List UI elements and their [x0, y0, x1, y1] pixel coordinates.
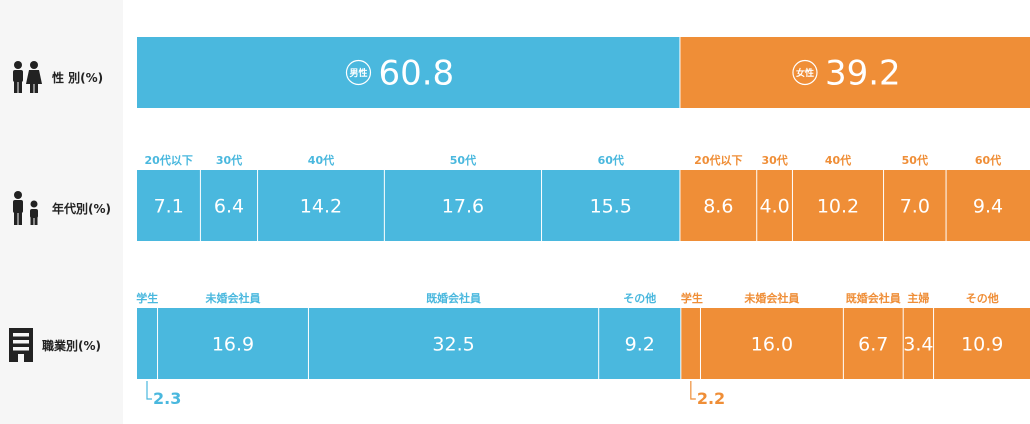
- occupation-category-label: 既婚会社員: [426, 291, 481, 305]
- occupation-category-label: 学生: [136, 291, 158, 305]
- age-value-label: 17.6: [442, 196, 484, 218]
- occupation-value-label: 6.7: [858, 334, 888, 356]
- gender-row-label: 性 別(%): [8, 60, 103, 94]
- occupation-value-label: 32.5: [432, 334, 474, 356]
- gender-bar-segment: [137, 37, 680, 108]
- occupation-row-label: 職業別(%): [8, 327, 101, 363]
- age-category-label: 20代以下: [694, 153, 742, 167]
- age-label: 年代別(%): [52, 201, 111, 216]
- occupation-category-label: 未婚会社員: [743, 291, 799, 305]
- age-category-label: 40代: [308, 153, 334, 167]
- occupation-bar-segment: [680, 308, 701, 379]
- age-bar-segment: [756, 170, 793, 241]
- occupation-value-label: 2.2: [697, 389, 725, 408]
- age-bar-segment: [137, 170, 201, 241]
- occupation-callout-line: [690, 381, 696, 400]
- gender-category-label: 女性: [796, 67, 814, 79]
- occupation-bar-segment: [903, 308, 934, 379]
- occupation-value-label: 3.4: [903, 334, 933, 356]
- occupation-value-label: 10.9: [961, 334, 1003, 356]
- occupation-bar-segment: [137, 308, 158, 379]
- age-value-label: 4.0: [759, 196, 789, 218]
- occupation-bar-segment: [933, 308, 1030, 379]
- age-bar-segment: [200, 170, 258, 241]
- age-value-label: 6.4: [214, 196, 244, 218]
- age-value-label: 9.4: [973, 196, 1003, 218]
- occupation-value-label: 16.9: [212, 334, 254, 356]
- occupation-bar-segment: [308, 308, 599, 379]
- age-value-label: 14.2: [300, 196, 342, 218]
- age-bar-segment: [541, 170, 680, 241]
- age-bar-segment: [679, 170, 757, 241]
- age-category-label: 50代: [450, 153, 476, 167]
- age-value-label: 15.5: [590, 196, 632, 218]
- age-category-label: 60代: [975, 153, 1001, 167]
- occupation-label: 職業別(%): [42, 338, 101, 353]
- occupation-category-label: 学生: [681, 291, 703, 305]
- occupation-category-label: 未婚会社員: [204, 291, 260, 305]
- age-value-label: 7.1: [154, 196, 184, 218]
- gender-value-label: 60.8: [378, 54, 454, 94]
- age-bar-segment: [883, 170, 947, 241]
- age-category-label: 60代: [598, 153, 624, 167]
- building-icon: [8, 327, 34, 363]
- age-bar-segment: [792, 170, 884, 241]
- age-bar-segment: [384, 170, 542, 241]
- occupation-category-label: 既婚会社員: [846, 291, 901, 305]
- male-female-icon: [8, 60, 44, 94]
- age-bar-segment: [946, 170, 1030, 241]
- age-category-label: 20代以下: [145, 153, 193, 167]
- age-value-label: 10.2: [817, 196, 859, 218]
- parent-child-icon: [8, 190, 44, 226]
- occupation-bar-segment: [157, 308, 309, 379]
- occupation-value-label: 9.2: [625, 334, 655, 356]
- age-row-label: 年代別(%): [8, 190, 111, 226]
- occupation-callout-line: [146, 381, 152, 400]
- gender-category-label: 男性: [349, 67, 367, 79]
- occupation-bar-segment: [843, 308, 904, 379]
- age-category-label: 40代: [825, 153, 851, 167]
- occupation-value-label: 2.3: [153, 389, 181, 408]
- occupation-value-label: 16.0: [751, 334, 793, 356]
- occupation-bar-segment: [598, 308, 681, 379]
- age-category-label: 30代: [216, 153, 242, 167]
- age-value-label: 7.0: [900, 196, 930, 218]
- occupation-category-label: その他: [966, 291, 999, 305]
- age-category-label: 50代: [902, 153, 928, 167]
- gender-badge-ring: [792, 59, 818, 86]
- occupation-category-label: 主婦: [907, 291, 929, 305]
- gender-badge-ring: [345, 59, 372, 86]
- age-category-label: 30代: [761, 153, 787, 167]
- age-value-label: 8.6: [703, 196, 733, 218]
- gender-bar-segment: [679, 37, 1030, 108]
- occupation-category-label: その他: [623, 291, 656, 305]
- gender-value-label: 39.2: [825, 54, 901, 94]
- gender-label: 性 別(%): [52, 70, 104, 85]
- age-bar-segment: [257, 170, 385, 241]
- occupation-bar-segment: [700, 308, 844, 379]
